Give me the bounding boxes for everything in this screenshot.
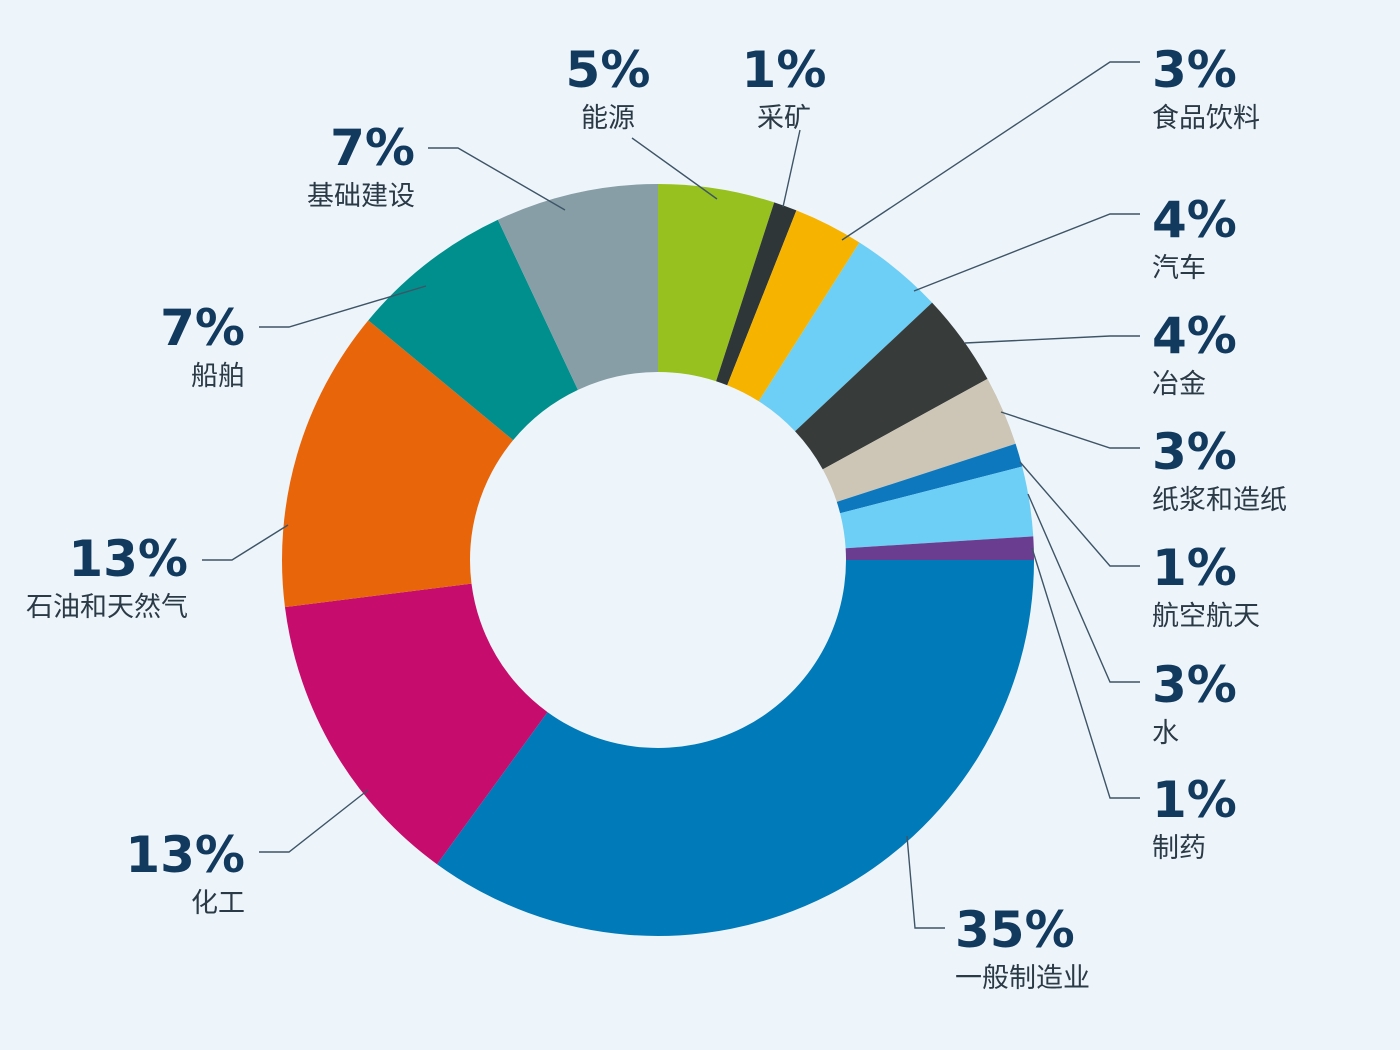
slice-2 bbox=[716, 202, 797, 386]
leader-line-3 bbox=[841, 61, 1140, 241]
slice-label-2: 采矿 bbox=[757, 103, 811, 134]
leader-line-7 bbox=[1019, 461, 1140, 567]
leader-line-8 bbox=[1027, 493, 1140, 683]
slice-label-14: 基础建设 bbox=[307, 181, 415, 212]
slice-percent-9: 1% bbox=[1152, 771, 1237, 829]
slice-percent-6: 3% bbox=[1152, 423, 1237, 481]
leader-line-2 bbox=[782, 129, 801, 208]
slice-label-13: 船舶 bbox=[191, 361, 245, 392]
slice-label-7: 航空航天 bbox=[1152, 601, 1260, 632]
slice-12 bbox=[282, 320, 514, 608]
leader-line-9 bbox=[1031, 547, 1140, 799]
leader-line-14 bbox=[428, 147, 566, 211]
leader-line-4 bbox=[913, 213, 1140, 292]
slice-label-12: 石油和天然气 bbox=[26, 592, 188, 623]
slice-label-8: 水 bbox=[1152, 718, 1179, 749]
slice-percent-1: 5% bbox=[566, 41, 651, 99]
slice-10 bbox=[436, 560, 1034, 936]
slice-labels: 5% 能源 1% 采矿 3% 食品饮料 4% 汽车 4% 冶金 3% 纸浆和造纸 1% 航空航天 3% 水 1%… bbox=[26, 41, 1287, 994]
leader-line-12 bbox=[202, 524, 289, 561]
slice-label-6: 纸浆和造纸 bbox=[1152, 485, 1287, 516]
slice-percent-14: 7% bbox=[330, 119, 415, 177]
slice-label-9: 制药 bbox=[1152, 833, 1206, 864]
slice-1 bbox=[658, 184, 775, 382]
donut-slices bbox=[282, 184, 1034, 936]
slice-6 bbox=[822, 378, 1016, 502]
slice-label-4: 汽车 bbox=[1152, 253, 1206, 284]
leader-line-5 bbox=[964, 335, 1140, 344]
slice-percent-4: 4% bbox=[1152, 191, 1237, 249]
slice-percent-8: 3% bbox=[1152, 656, 1237, 714]
slice-7 bbox=[836, 443, 1023, 514]
slice-percent-12: 13% bbox=[68, 530, 188, 588]
leader-line-10 bbox=[906, 835, 945, 929]
slice-label-5: 冶金 bbox=[1152, 369, 1206, 400]
slice-11 bbox=[284, 583, 548, 865]
leader-line-11 bbox=[259, 789, 369, 853]
leader-line-13 bbox=[259, 285, 427, 328]
slice-13 bbox=[368, 219, 578, 441]
leader-lines bbox=[202, 61, 1140, 929]
slice-4 bbox=[758, 242, 933, 432]
slice-label-10: 一般制造业 bbox=[955, 963, 1090, 994]
slice-label-3: 食品饮料 bbox=[1152, 103, 1260, 134]
slice-percent-3: 3% bbox=[1152, 41, 1237, 99]
slice-14 bbox=[497, 184, 658, 390]
slice-percent-11: 13% bbox=[125, 826, 245, 884]
slice-percent-5: 4% bbox=[1152, 307, 1237, 365]
leader-line-1 bbox=[631, 137, 718, 200]
slice-9 bbox=[845, 536, 1034, 560]
slice-5 bbox=[795, 302, 988, 470]
slice-percent-10: 35% bbox=[955, 901, 1075, 959]
slice-percent-2: 1% bbox=[742, 41, 827, 99]
slice-3 bbox=[727, 210, 860, 402]
slice-percent-13: 7% bbox=[160, 299, 245, 357]
slice-label-1: 能源 bbox=[581, 103, 635, 134]
slice-8 bbox=[840, 466, 1034, 549]
slice-percent-7: 1% bbox=[1152, 539, 1237, 597]
leader-line-6 bbox=[1000, 411, 1140, 449]
slice-label-11: 化工 bbox=[191, 888, 245, 919]
